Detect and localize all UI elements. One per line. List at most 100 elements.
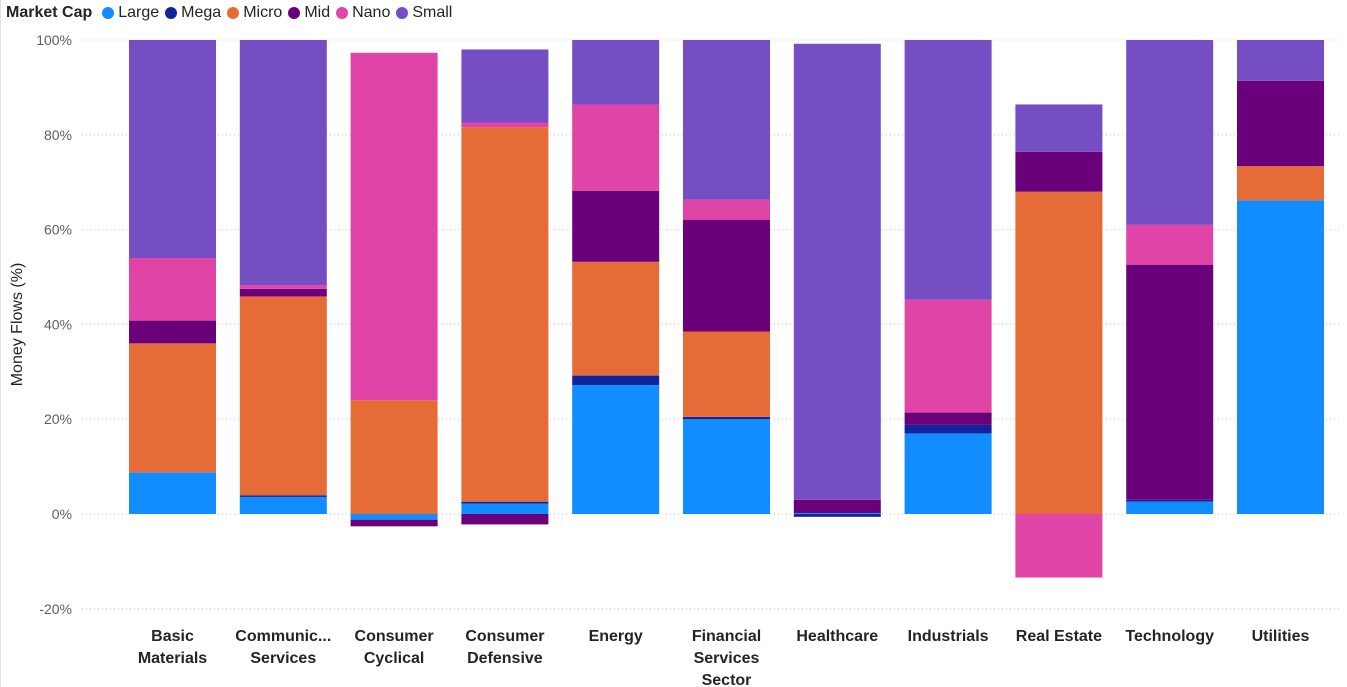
bar-segment-small [129, 40, 216, 259]
bar-segment-large [1126, 501, 1214, 514]
bar-segment-large [793, 513, 881, 514]
bar-segment-mega [1126, 499, 1214, 502]
legend-swatch [396, 7, 409, 19]
bar-segment-nano [572, 104, 660, 191]
legend-swatch [336, 7, 349, 19]
legend-label: Mega [181, 4, 222, 21]
x-tick-label: Defensive [467, 650, 543, 667]
bar-segment-small [1126, 40, 1214, 225]
legend-label: Micro [243, 4, 283, 21]
legend-swatch [227, 7, 240, 19]
y-tick-label: -20% [39, 601, 72, 617]
y-axis-title: Money Flows (%) [9, 263, 26, 387]
bar-segment-nano [239, 285, 327, 289]
bar-segment-large [904, 433, 992, 514]
x-tick-label: Industrials [908, 628, 989, 645]
bar-segment-micro [129, 343, 216, 473]
bar-segment-small [683, 40, 770, 200]
frame-border [0, 0, 1, 687]
x-tick-label: Materials [138, 650, 207, 667]
legend-label: Small [412, 4, 453, 21]
legend-item-micro[interactable]: Micro [227, 4, 282, 22]
bar-segment-large [350, 514, 438, 520]
bar-segment-nano [350, 52, 438, 401]
bar-segment-small [1015, 104, 1103, 152]
bar-segment-small [904, 40, 992, 300]
legend-label: Mid [304, 4, 331, 21]
y-tick-label: 20% [44, 411, 72, 427]
bar-segment-small [461, 49, 549, 123]
legend-item-nano[interactable]: Nano [336, 4, 390, 22]
legend-label: Large [118, 4, 160, 21]
bar-segment-mega [461, 501, 549, 504]
legend-item-large[interactable]: Large [102, 4, 159, 22]
bar-segment-mid [904, 412, 992, 425]
bar-segment-micro [1237, 166, 1324, 201]
bar-segment-large [572, 385, 660, 514]
x-tick-label: Energy [589, 628, 643, 645]
bar-segment-micro [461, 127, 549, 502]
y-tick-label: 80% [44, 127, 72, 143]
bar-segment-large [129, 472, 216, 514]
x-tick-label: Basic [151, 628, 194, 645]
y-tick-label: 60% [44, 222, 72, 238]
bar-segment-mid [350, 519, 438, 527]
x-tick-label: Healthcare [796, 628, 878, 645]
x-tick-label: Services [694, 650, 760, 667]
bar-segment-large [1237, 200, 1324, 514]
bar-segment-mega [239, 495, 327, 497]
legend: Market Cap Large Mega Micro Mid Nano Small [6, 2, 458, 24]
bar-segment-mid [239, 288, 327, 297]
legend-swatch [102, 7, 115, 19]
legend-label: Nano [352, 4, 391, 21]
y-tick-label: 40% [44, 316, 72, 332]
legend-swatch [165, 7, 178, 19]
x-tick-label: Communic... [235, 628, 331, 645]
bar-segment-nano [1015, 514, 1103, 578]
x-tick-label: Services [250, 650, 316, 667]
legend-items: Large Mega Micro Mid Nano Small [102, 4, 458, 22]
bar-segment-mega [904, 424, 992, 434]
bar-segment-mid [129, 320, 216, 344]
x-tick-label: Real Estate [1016, 628, 1102, 645]
x-tick-label: Consumer [465, 628, 544, 645]
bar-segment-large [239, 496, 327, 514]
bar-segment-mid [1015, 151, 1103, 192]
bar-segment-mid [572, 190, 660, 262]
bar-segment-small [572, 40, 660, 105]
legend-item-small[interactable]: Small [396, 4, 452, 22]
x-tick-label: Cyclical [364, 650, 424, 667]
bar-segment-nano [129, 258, 216, 321]
legend-swatch [288, 7, 301, 19]
bar-segment-micro [239, 296, 327, 496]
bar-segment-large [683, 419, 770, 514]
y-tick-label: 0% [52, 506, 72, 522]
bar-segment-micro [572, 261, 660, 376]
bar-segment-micro [683, 331, 770, 417]
bar-segment-mid [683, 219, 770, 332]
legend-item-mid[interactable]: Mid [288, 4, 330, 22]
bar-segment-nano [461, 122, 549, 128]
bar-segment-mega [683, 416, 770, 420]
legend-item-mega[interactable]: Mega [165, 4, 221, 22]
bar-segment-micro [1015, 191, 1103, 514]
x-tick-label: Utilities [1252, 628, 1310, 645]
bar-segment-small [793, 43, 881, 500]
y-tick-label: 100% [36, 32, 72, 48]
bar-segment-small [1237, 40, 1324, 81]
bar-segment-mega [793, 514, 881, 517]
bar-segment-mid [461, 514, 549, 525]
x-axis-title: Sector [702, 672, 752, 687]
bar-segment-nano [1126, 224, 1214, 265]
bar-segment-large [461, 503, 549, 514]
x-tick-label: Financial [692, 628, 761, 645]
x-tick-label: Consumer [355, 628, 434, 645]
bar-segment-small [239, 40, 327, 286]
legend-title: Market Cap [6, 4, 93, 21]
bar-segment-nano [904, 299, 992, 413]
x-tick-label: Technology [1125, 628, 1214, 645]
bar-segment-mid [793, 499, 881, 514]
bar-segment-mid [1237, 80, 1324, 167]
bar-segment-micro [350, 400, 438, 514]
